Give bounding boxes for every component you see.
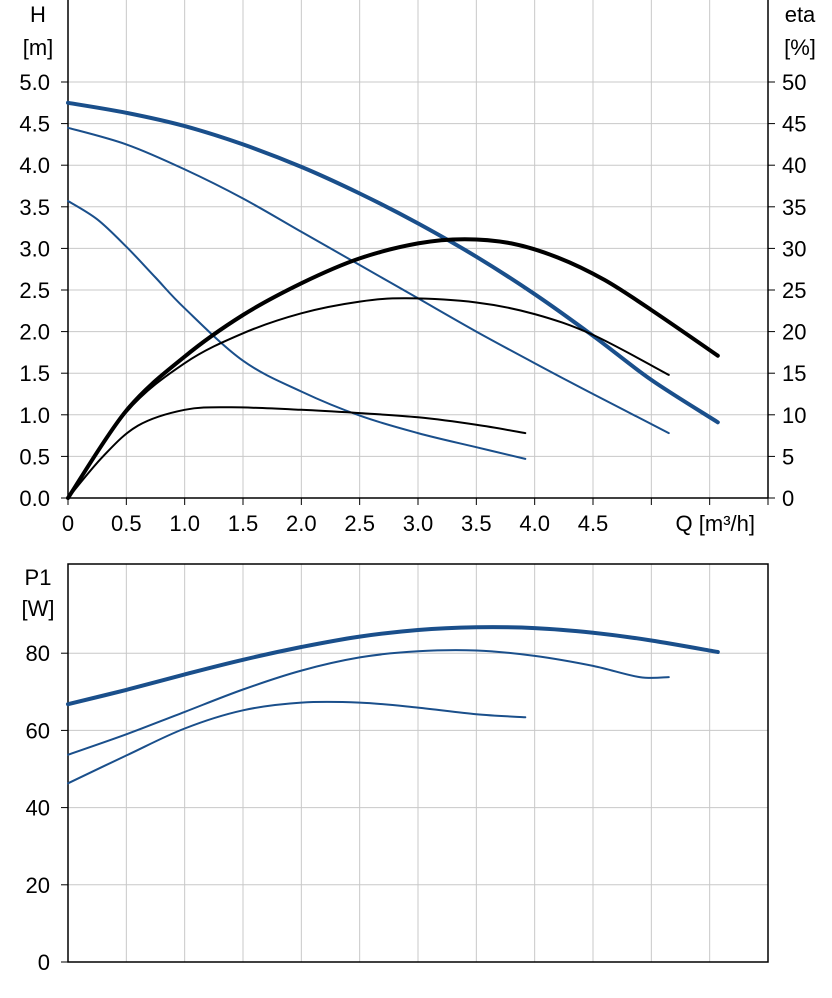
y-tick-label-left: 2.5	[19, 278, 50, 303]
x-tick-label: 2.0	[286, 511, 317, 536]
x-tick-label: 3.5	[461, 511, 492, 536]
head-curve	[67, 126, 670, 435]
head-curve	[66, 100, 720, 425]
eta-axis-unit: [%]	[784, 35, 816, 60]
y-tick-label-right: 50	[782, 70, 806, 95]
efficiency-curve	[67, 297, 670, 499]
power-frame	[67, 563, 769, 963]
y-tick-label-left: 1.0	[19, 403, 50, 428]
y-tick-label-left: 3.0	[19, 236, 50, 261]
x-tick-label: 3.0	[403, 511, 434, 536]
y-tick-label-right: 35	[782, 195, 806, 220]
head-axis-title: H	[30, 2, 46, 27]
head-axis-unit: [m]	[23, 35, 54, 60]
efficiency-curve	[66, 237, 720, 500]
power-tick-label: 60	[26, 718, 50, 743]
y-tick-label-left: 3.5	[19, 195, 50, 220]
plot-frames	[61, 0, 775, 963]
y-tick-label-right: 30	[782, 236, 806, 261]
y-tick-label-right: 0	[782, 486, 794, 511]
power-curve	[67, 700, 527, 785]
y-tick-label-left: 0.5	[19, 444, 50, 469]
y-tick-label-left: 1.5	[19, 361, 50, 386]
power-grid	[68, 564, 769, 962]
y-tick-label-left: 4.0	[19, 153, 50, 178]
y-tick-label-left: 2.0	[19, 320, 50, 345]
x-tick-label: 0.5	[111, 511, 142, 536]
y-tick-label-left: 0.0	[19, 486, 50, 511]
x-tick-label: 1.5	[228, 511, 259, 536]
power-tick-label: 80	[26, 641, 50, 666]
power-axis-unit: [W]	[22, 596, 55, 621]
power-curve	[66, 625, 720, 707]
power-axis-title: P1	[25, 565, 52, 590]
axis-labels: H [m] eta [%] 0.0 0.5 1.0 1.5 2.0 2.5 3.0 3.5 4.0 4.5…	[19, 2, 816, 975]
power-tick-label: 40	[26, 796, 50, 821]
x-tick-label: 2.5	[344, 511, 375, 536]
power-curve	[67, 649, 670, 756]
curves	[66, 100, 720, 785]
y-tick-label-right: 25	[782, 278, 806, 303]
eta-axis-title: eta	[785, 2, 816, 27]
y-tick-label-right: 10	[782, 403, 806, 428]
power-tick-label: 0	[38, 950, 50, 975]
y-tick-label-right: 15	[782, 361, 806, 386]
y-tick-label-right: 20	[782, 320, 806, 345]
y-tick-label-left: 4.5	[19, 112, 50, 137]
power-tick-label: 20	[26, 873, 50, 898]
x-tick-label: 0	[62, 511, 74, 536]
x-tick-label: 4.0	[519, 511, 550, 536]
y-tick-label-left: 5.0	[19, 70, 50, 95]
y-tick-label-right: 45	[782, 112, 806, 137]
y-tick-label-right: 40	[782, 153, 806, 178]
x-tick-label: 1.0	[169, 511, 200, 536]
y-tick-label-right: 5	[782, 444, 794, 469]
x-tick-label: 4.5	[578, 511, 609, 536]
head-eta-grid	[68, 0, 769, 498]
x-axis-title: Q [m³/h]	[676, 511, 755, 536]
efficiency-curve	[67, 406, 527, 499]
head-curve	[67, 200, 527, 460]
